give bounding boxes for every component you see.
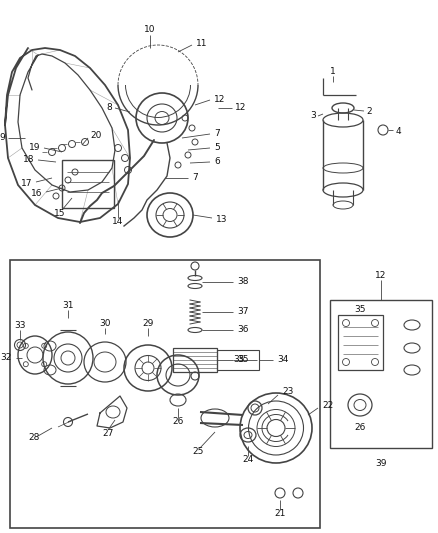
Text: 33: 33 <box>14 321 26 330</box>
Text: 12: 12 <box>214 94 226 103</box>
Text: 35: 35 <box>233 356 245 365</box>
Text: 12: 12 <box>235 103 246 112</box>
Text: 25: 25 <box>192 448 204 456</box>
Text: 10: 10 <box>144 26 156 35</box>
Text: 22: 22 <box>322 401 333 410</box>
Text: 29: 29 <box>142 319 154 328</box>
Text: 1: 1 <box>330 68 336 77</box>
Text: 9: 9 <box>0 133 5 142</box>
Text: 27: 27 <box>102 430 114 439</box>
Bar <box>217 350 259 370</box>
Bar <box>10 260 320 528</box>
Text: 31: 31 <box>62 302 74 311</box>
Text: 18: 18 <box>22 156 34 165</box>
Text: 7: 7 <box>214 128 220 138</box>
Text: 4: 4 <box>396 127 402 136</box>
Text: 5: 5 <box>214 142 220 151</box>
Text: 12: 12 <box>375 271 387 280</box>
Text: 30: 30 <box>99 319 111 328</box>
Text: 28: 28 <box>28 433 40 442</box>
Text: 37: 37 <box>237 308 248 317</box>
Text: 38: 38 <box>237 278 248 287</box>
Text: 35: 35 <box>237 356 248 365</box>
Text: 16: 16 <box>31 189 42 198</box>
Text: 17: 17 <box>21 179 32 188</box>
Text: 36: 36 <box>237 326 248 335</box>
Bar <box>338 315 383 370</box>
Text: 32: 32 <box>0 353 12 362</box>
Text: 7: 7 <box>192 174 198 182</box>
Text: 35: 35 <box>354 305 366 314</box>
Text: 15: 15 <box>54 209 66 219</box>
Text: 6: 6 <box>214 157 220 166</box>
Bar <box>330 300 432 448</box>
Text: 21: 21 <box>274 510 286 519</box>
Text: 3: 3 <box>310 110 316 119</box>
Text: 19: 19 <box>28 142 40 151</box>
Text: 2: 2 <box>366 108 371 117</box>
Text: 8: 8 <box>106 102 112 111</box>
Text: 13: 13 <box>216 214 227 223</box>
Text: 26: 26 <box>354 424 366 432</box>
Text: 26: 26 <box>172 417 184 426</box>
Bar <box>62 160 114 208</box>
Text: 34: 34 <box>277 356 288 365</box>
Text: 20: 20 <box>90 131 101 140</box>
Text: 11: 11 <box>196 38 208 47</box>
Text: 24: 24 <box>242 456 254 464</box>
Bar <box>173 348 217 372</box>
Text: 23: 23 <box>282 387 293 397</box>
Text: 39: 39 <box>375 458 387 467</box>
Text: 14: 14 <box>112 217 124 227</box>
